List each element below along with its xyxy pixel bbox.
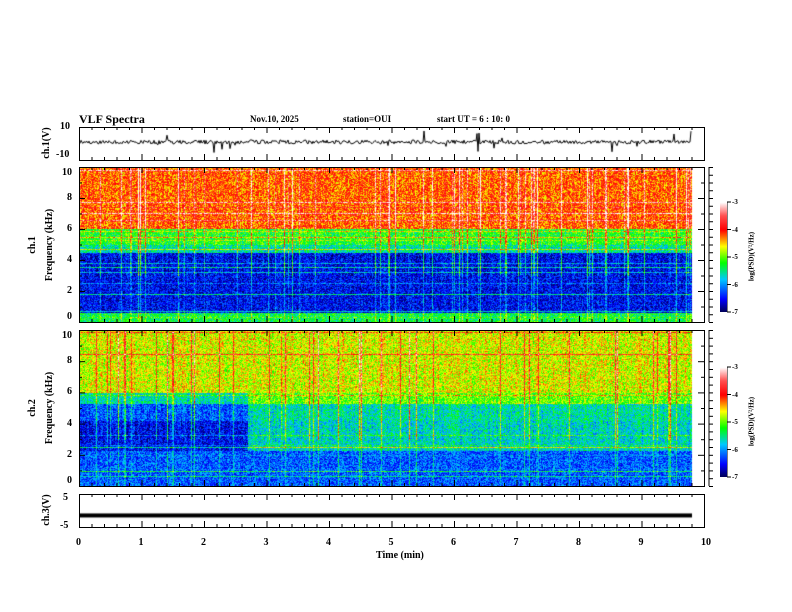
- x-tick-label: 5: [388, 537, 394, 548]
- colorbar-tick-label: -4: [732, 225, 738, 234]
- x-tick-label: 6: [451, 537, 456, 548]
- freq-tick-label: 10: [62, 167, 72, 178]
- ch1-ytick-top: 10: [60, 121, 70, 132]
- ch1-ylabel: ch.1(V): [41, 127, 52, 159]
- colorbar-tick-label: -4: [732, 390, 738, 399]
- x-tick-label: 10: [701, 537, 711, 548]
- x-tick-label: 2: [201, 537, 206, 548]
- date-label: Nov.10, 2025: [250, 114, 299, 124]
- colorbar-ch1-label: log(PSD)(V²/Hz): [747, 231, 756, 282]
- ch2-spectrogram: [79, 330, 704, 486]
- colorbar-tick-label: -6: [732, 280, 738, 289]
- x-tick-label: 3: [263, 537, 269, 548]
- freq-tick-label: 2: [67, 448, 72, 460]
- x-axis-label: Time (min): [376, 550, 424, 561]
- freq-tick-label: 8: [67, 355, 72, 367]
- ch2-spec-ylabel-ch: ch.2: [27, 399, 38, 417]
- colorbar-tick-label: -7: [732, 308, 738, 316]
- x-tick-label: 8: [576, 537, 581, 548]
- freq-tick-label: 0: [67, 475, 72, 486]
- x-tick-label: 0: [76, 537, 81, 548]
- ch1-ytick-bottom: -10: [56, 149, 70, 160]
- ch3-ytick-bottom: -5: [60, 520, 69, 531]
- freq-tick-label: 4: [67, 417, 72, 429]
- x-tick-label: 1: [138, 537, 144, 548]
- freq-tick-label: 4: [67, 254, 72, 265]
- ch3-ytick-top: 5: [63, 492, 68, 503]
- x-tick-label: 4: [326, 537, 331, 548]
- colorbar-ch2-label: log(PSD)(V²/Hz): [747, 396, 756, 447]
- freq-tick-label: 6: [67, 386, 72, 398]
- freq-tick-label: 0: [67, 311, 72, 322]
- colorbar-ch1: [720, 202, 727, 312]
- colorbar-tick-label: -5: [732, 418, 738, 426]
- colorbar-tick-label: -7: [732, 473, 738, 481]
- colorbar-ch2: [720, 367, 727, 477]
- start-time-label: start UT = 6 : 10: 0: [437, 114, 510, 124]
- colorbar-tick-label: -3: [732, 363, 738, 371]
- panel-frame: [79, 330, 705, 487]
- ch1-spectrogram: [79, 167, 704, 322]
- freq-tick-label: 6: [67, 223, 72, 234]
- colorbar-tick-label: -5: [732, 253, 738, 261]
- freq-tick-label: 8: [67, 192, 72, 203]
- x-tick-label: 9: [638, 537, 644, 548]
- station-label: station=OUI: [343, 114, 392, 124]
- ch1-spec-ylabel: Frequency (kHz): [44, 208, 55, 282]
- ch3-ylabel: ch.3(V): [41, 494, 52, 526]
- panel-frame: [79, 167, 705, 323]
- ch1-spec-ylabel-ch: ch.1: [27, 236, 38, 254]
- freq-tick-label: 10: [62, 330, 72, 341]
- ch2-spec-ylabel: Frequency (kHz): [44, 371, 55, 445]
- freq-tick-label: 2: [67, 285, 72, 296]
- colorbar-tick-label: -3: [732, 198, 738, 206]
- x-tick-label: 7: [513, 537, 519, 548]
- colorbar-tick-label: -6: [732, 445, 738, 454]
- figure-title: VLF Spectra: [79, 112, 145, 126]
